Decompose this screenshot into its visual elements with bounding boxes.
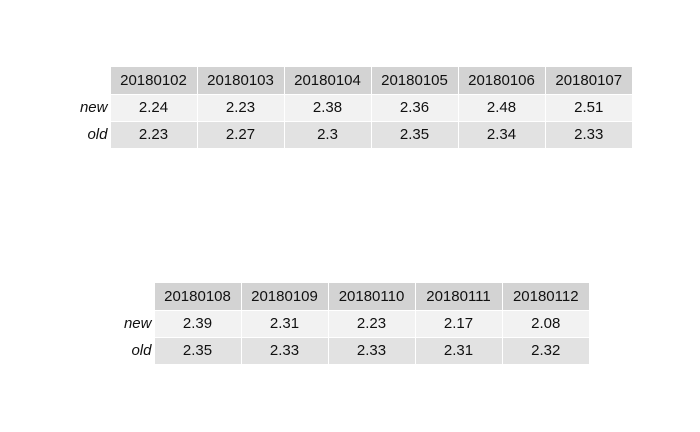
table-cell: 2.48 (457, 93, 545, 121)
table-cell: 2.33 (240, 336, 328, 364)
table-cell: 2.36 (370, 93, 458, 121)
row-label: old (87, 126, 108, 143)
table-cell: 2.23 (109, 120, 197, 148)
table-cell: 2.27 (196, 120, 284, 148)
table-cell: 2.33 (327, 336, 415, 364)
table-cell: 2.33 (544, 120, 632, 148)
table-cell: 2.35 (370, 120, 458, 148)
data-table-1: 20180102 20180103 20180104 20180105 2018… (74, 67, 632, 148)
column-header: 20180112 (501, 283, 589, 310)
table-cell: 2.24 (109, 93, 197, 121)
header-row: 20180102 20180103 20180104 20180105 2018… (74, 67, 632, 94)
column-header: 20180109 (240, 283, 328, 310)
data-table-2: 20180108 20180109 20180110 20180111 2018… (118, 283, 589, 364)
column-header: 20180107 (544, 67, 632, 94)
column-header: 20180102 (109, 67, 197, 94)
column-header: 20180106 (457, 67, 545, 94)
column-header: 20180104 (283, 67, 371, 94)
table-cell: 2.35 (153, 336, 241, 364)
table-row: new 2.24 2.23 2.38 2.36 2.48 2.51 (74, 93, 632, 121)
table-cell: 2.23 (196, 93, 284, 121)
row-label: new (79, 99, 108, 116)
table-cell: 2.39 (153, 309, 241, 337)
corner-cell (118, 283, 154, 310)
table-cell: 2.31 (240, 309, 328, 337)
table-cell: 2.38 (283, 93, 371, 121)
table-row: old 2.35 2.33 2.33 2.31 2.32 (118, 336, 589, 364)
table-cell: 2.23 (327, 309, 415, 337)
table-cell: 2.17 (414, 309, 502, 337)
table-cell: 2.31 (414, 336, 502, 364)
table-cell: 2.34 (457, 120, 545, 148)
table-cell: 2.08 (501, 309, 589, 337)
column-header: 20180105 (370, 67, 458, 94)
table-row: new 2.39 2.31 2.23 2.17 2.08 (118, 309, 589, 337)
header-row: 20180108 20180109 20180110 20180111 2018… (118, 283, 589, 310)
row-label: new (123, 315, 152, 332)
table-cell: 2.32 (501, 336, 589, 364)
column-header: 20180110 (327, 283, 415, 310)
column-header: 20180103 (196, 67, 284, 94)
table-cell: 2.51 (544, 93, 632, 121)
corner-cell (74, 67, 110, 94)
row-label: old (131, 342, 152, 359)
table-row: old 2.23 2.27 2.3 2.35 2.34 2.33 (74, 120, 632, 148)
table-cell: 2.3 (283, 120, 371, 148)
column-header: 20180111 (414, 283, 502, 310)
column-header: 20180108 (153, 283, 241, 310)
